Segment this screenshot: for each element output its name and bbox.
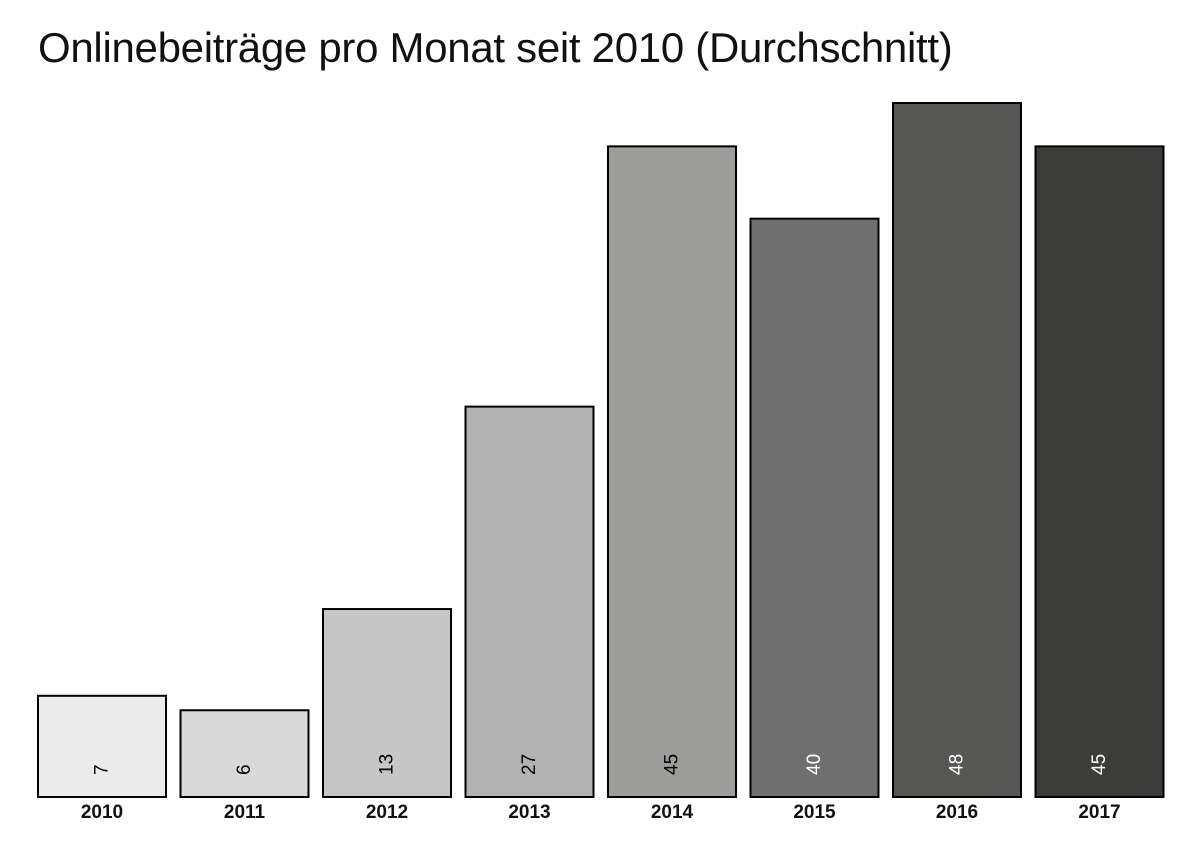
x-tick-labels-group: 2010 2011 2012 2013 2014 2015 2016 2017 [81,802,1121,823]
value-label-2013: 27 [519,754,540,775]
bar-2017 [1034,145,1165,798]
bar-2014 [607,145,737,798]
x-tick-label-2015: 2015 [793,802,836,823]
value-label-2014: 45 [662,754,683,775]
value-label-2010: 7 [92,764,113,775]
bars-group [37,102,1165,799]
value-labels-group: 7 6 13 27 45 40 48 45 [92,754,1111,775]
chart-title: Onlinebeiträge pro Monat seit 2010 (Durc… [38,24,953,71]
bar-2010 [37,694,167,799]
bar-2011 [179,709,310,798]
value-label-2017: 45 [1089,754,1110,775]
x-tick-label-2013: 2013 [508,802,550,823]
value-label-2011: 6 [234,764,255,775]
value-label-2012: 13 [377,754,398,775]
value-label-2015: 40 [804,754,825,775]
bar-2015 [749,217,880,798]
x-tick-label-2011: 2011 [224,802,266,823]
value-label-2016: 48 [947,754,968,775]
x-tick-label-2017: 2017 [1078,802,1120,823]
bar-2016 [892,102,1022,798]
x-tick-label-2014: 2014 [651,802,694,823]
x-tick-label-2012: 2012 [366,802,408,823]
bar-2012 [322,608,452,799]
x-tick-label-2016: 2016 [936,802,978,823]
bar-2013 [464,405,595,798]
x-tick-label-2010: 2010 [81,802,123,823]
